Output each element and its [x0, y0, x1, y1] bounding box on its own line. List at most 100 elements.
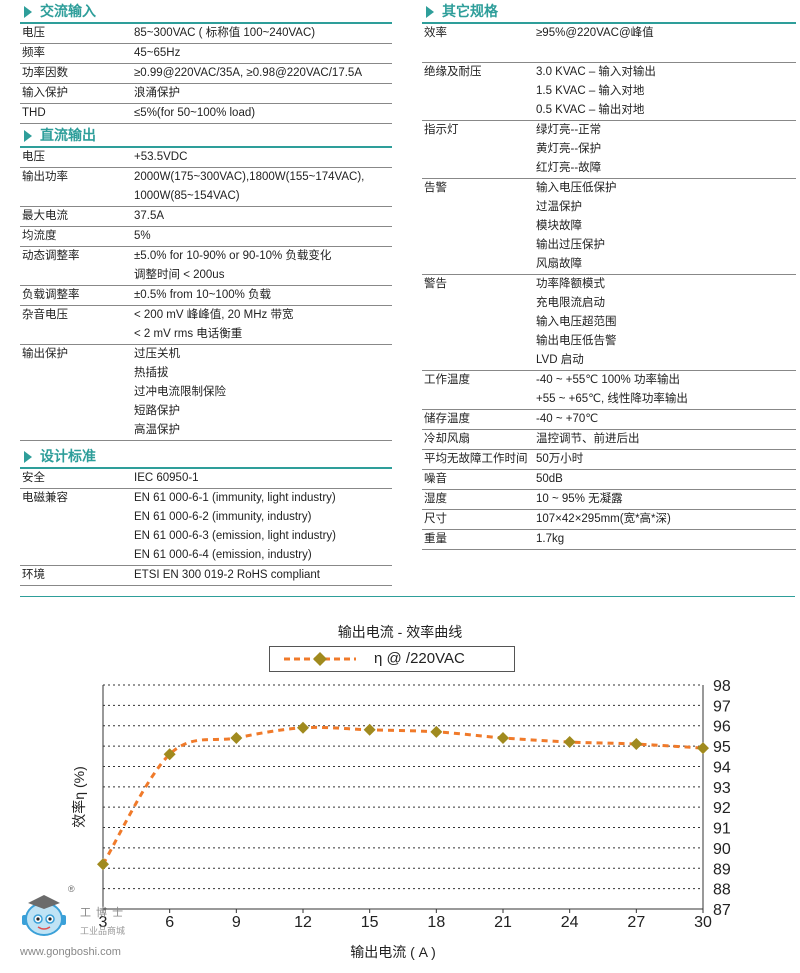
spec-value-line: 浪涌保护: [134, 87, 180, 99]
spec-value: 37.5A: [134, 206, 392, 227]
spec-row: 湿度 10 ~ 95% 无凝露: [422, 489, 796, 510]
spec-value-line: ±5.0% for 10-90% or 90-10% 负载变化: [134, 250, 332, 262]
spec-label: 重量: [422, 529, 536, 550]
spec-label: 输入保护: [20, 83, 134, 104]
spec-value-line: 短路保护: [134, 405, 180, 417]
x-tick-label: 12: [294, 914, 312, 931]
chart-title: 输出电流 - 效率曲线: [337, 624, 463, 640]
chart-legend: η @ /220VAC: [269, 646, 515, 672]
spec-row: 动态调整率 ±5.0% for 10-90% or 90-10% 负载变化 调整时间…: [20, 246, 392, 286]
spec-value-line: 1.5 KVAC – 输入对地: [536, 85, 645, 97]
ac-input-table: 电压 85~300VAC ( 标称值 100~240VAC) 频率 45~65Hz 功率…: [20, 24, 392, 124]
spec-row: 最大电流 37.5A: [20, 206, 392, 227]
x-tick-label: 15: [361, 914, 379, 931]
robot-mascot-logo: [22, 895, 66, 936]
spec-label: 动态调整率: [20, 246, 134, 286]
spec-label: THD: [20, 103, 134, 124]
spec-value-line: -40 ~ +70℃: [536, 413, 599, 425]
spec-value: ≤5%(for 50~100% load): [134, 103, 392, 124]
section-title: 直流输出: [40, 127, 96, 143]
spec-row: 噪音 50dB: [422, 469, 796, 490]
spec-value-line: +53.5VDC: [134, 151, 188, 163]
spec-value-line: 85~300VAC ( 标称值 100~240VAC): [134, 27, 316, 39]
spec-label: 杂音电压: [20, 305, 134, 345]
section-title: 其它规格: [442, 3, 498, 19]
spec-row: 平均无故障工作时间 50万小时: [422, 449, 796, 470]
spec-value-line: 热插拔: [134, 367, 169, 379]
spec-value-line: 3.0 KVAC – 输入对输出: [536, 66, 656, 78]
data-point: [563, 736, 576, 749]
spec-value: 10 ~ 95% 无凝露: [536, 489, 796, 510]
spec-value-line: 2000W(175~300VAC),1800W(155~174VAC),: [134, 171, 365, 183]
spec-row: 警告 功率降额模式 充电限流启动 输入电压超范围 输出电压低告警 LVD 启动: [422, 274, 796, 371]
spec-row: 负载调整率 ±0.5% from 10~100% 负载: [20, 285, 392, 306]
spec-label: 负载调整率: [20, 285, 134, 306]
spec-value-line: < 2 mV rms 电话衡重: [134, 328, 243, 340]
spec-value-line: 绿灯亮--正常: [536, 124, 602, 136]
section-title: 设计标准: [40, 448, 96, 464]
spec-label: 均流度: [20, 226, 134, 247]
spec-value-line: 黄灯亮--保护: [536, 143, 602, 155]
spec-value-line: 5%: [134, 230, 151, 242]
spec-row: 尺寸 107×42×295mm(宽*高*深): [422, 509, 796, 530]
y-tick-label: 89: [713, 861, 731, 878]
spec-row: 杂音电压 < 200 mV 峰峰值, 20 MHz 带宽 < 2 mV rms 电话…: [20, 305, 392, 345]
data-point: [230, 731, 243, 744]
spec-value: -40 ~ +55℃ 100% 功率输出 +55 ~ +65℃, 线性降功率输出: [536, 370, 796, 410]
section-arrow-icon: [24, 6, 32, 18]
section-divider: [20, 596, 795, 597]
spec-row: 冷却风扇 温控调节、前进后出: [422, 429, 796, 450]
spec-label: 电压: [20, 148, 134, 168]
y-tick-label: 88: [713, 882, 731, 899]
watermark-brand: 工 博 士: [80, 907, 125, 919]
spec-label: 输出保护: [20, 344, 134, 441]
spec-value-line: 功率降额模式: [536, 278, 605, 290]
design-standard-header: 设计标准: [20, 445, 392, 469]
y-tick-label: 87: [713, 902, 731, 919]
x-tick-label: 21: [494, 914, 512, 931]
spec-label: 频率: [20, 43, 134, 64]
spec-value: 50dB: [536, 469, 796, 490]
dc-output-table: 电压 +53.5VDC 输出功率 2000W(175~300VAC),1800W(15…: [20, 148, 392, 441]
y-tick-label: 96: [713, 719, 731, 736]
spec-value-line: < 200 mV 峰峰值, 20 MHz 带宽: [134, 309, 294, 321]
data-point: [497, 731, 509, 744]
series-line: [101, 725, 704, 865]
spec-value-line: EN 61 000-6-3 (emission, light industry): [134, 530, 336, 542]
left-column: 交流输入 电压 85~300VAC ( 标称值 100~240VAC) 频率 45~6…: [20, 0, 392, 586]
spec-row: 绝缘及耐压 3.0 KVAC – 输入对输出 1.5 KVAC – 输入对地 0.5 …: [422, 62, 796, 121]
spec-label: 冷却风扇: [422, 429, 536, 450]
spec-value: 85~300VAC ( 标称值 100~240VAC): [134, 24, 392, 44]
design-standard-table: 安全 IEC 60950-1 电磁兼容 EN 61 000-6-1 (immunity…: [20, 469, 392, 586]
data-point: [430, 725, 443, 738]
spec-value: 45~65Hz: [134, 43, 392, 64]
spec-row: 输出保护 过压关机 热插拔 过冲电流限制保险 短路保护 高温保护: [20, 344, 392, 441]
y-tick-label: 92: [713, 800, 731, 817]
spec-value-line: [536, 43, 796, 62]
y-tick-label: 95: [713, 739, 731, 756]
spec-value-line: 过冲电流限制保险: [134, 386, 226, 398]
spec-row: THD ≤5%(for 50~100% load): [20, 103, 392, 124]
spec-value: IEC 60950-1: [134, 469, 392, 489]
y-tick-label: 97: [713, 698, 731, 715]
spec-value-line: +55 ~ +65℃, 线性降功率输出: [536, 393, 688, 405]
y-axis-label: 效率η (%): [71, 766, 87, 827]
spec-row: 环境 ETSI EN 300 019-2 RoHS compliant: [20, 565, 392, 586]
spec-value: -40 ~ +70℃: [536, 409, 796, 430]
section-arrow-icon: [24, 130, 32, 142]
spec-value-line: ±0.5% from 10~100% 负载: [134, 289, 272, 301]
spec-value: 1.7kg: [536, 529, 796, 550]
data-point: [363, 723, 376, 736]
spec-label: 平均无故障工作时间: [422, 449, 536, 470]
spec-label: 效率: [422, 24, 536, 63]
spec-row: 输出功率 2000W(175~300VAC),1800W(155~174VAC),…: [20, 167, 392, 207]
spec-label: 安全: [20, 469, 134, 489]
spec-value-line: IEC 60950-1: [134, 472, 199, 484]
spec-value-line: 1.7kg: [536, 533, 565, 545]
spec-value-line: 调整时间 < 200us: [134, 269, 225, 281]
spec-value-line: EN 61 000-6-2 (immunity, industry): [134, 511, 312, 523]
spec-value-line: 温控调节、前进后出: [536, 433, 640, 445]
spec-value: 浪涌保护: [134, 83, 392, 104]
spec-value-line: 输入电压低保护: [536, 182, 617, 194]
data-point: [297, 721, 309, 734]
